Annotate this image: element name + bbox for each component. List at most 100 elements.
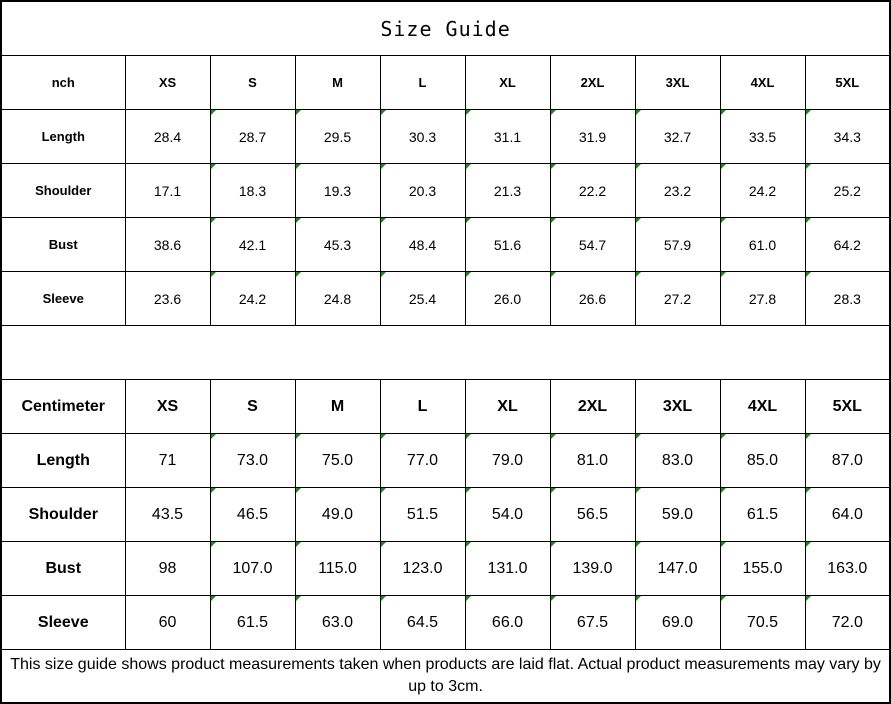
measurement-value: 61.5 bbox=[209, 595, 296, 650]
measurement-label: Sleeve bbox=[0, 271, 126, 326]
measurement-value: 18.3 bbox=[209, 163, 296, 218]
size-header: XS bbox=[124, 379, 211, 434]
measurement-value: 75.0 bbox=[294, 433, 381, 488]
table-row: Length 28.4 28.7 29.5 30.3 31.1 31.9 32.7 33.5 34… bbox=[0, 109, 891, 164]
measurement-value: 28.7 bbox=[209, 109, 296, 164]
size-header: XL bbox=[464, 379, 551, 434]
measurement-value: 54.0 bbox=[464, 487, 551, 542]
measurement-value: 51.5 bbox=[379, 487, 466, 542]
measurement-label: Bust bbox=[0, 217, 126, 272]
measurement-value: 83.0 bbox=[634, 433, 721, 488]
measurement-value: 63.0 bbox=[294, 595, 381, 650]
measurement-value: 48.4 bbox=[379, 217, 466, 272]
size-header: 5XL bbox=[804, 55, 891, 110]
size-header: 3XL bbox=[634, 379, 721, 434]
measurement-value: 107.0 bbox=[209, 541, 296, 596]
measurement-value: 31.9 bbox=[549, 109, 636, 164]
measurement-value: 61.5 bbox=[719, 487, 806, 542]
size-header: 5XL bbox=[804, 379, 891, 434]
unit-header: Centimeter bbox=[0, 379, 126, 434]
size-header: S bbox=[209, 379, 296, 434]
size-header: L bbox=[379, 379, 466, 434]
measurement-value: 29.5 bbox=[294, 109, 381, 164]
measurement-label: Length bbox=[0, 433, 126, 488]
size-header: 2XL bbox=[549, 379, 636, 434]
table-row: Sleeve 23.6 24.2 24.8 25.4 26.0 26.6 27.2 27.8 28… bbox=[0, 271, 891, 326]
size-header: M bbox=[294, 379, 381, 434]
measurement-value: 49.0 bbox=[294, 487, 381, 542]
table-row: Shoulder 17.1 18.3 19.3 20.3 21.3 22.2 23.2 24.2… bbox=[0, 163, 891, 218]
size-header: 3XL bbox=[634, 55, 721, 110]
measurement-value: 57.9 bbox=[634, 217, 721, 272]
measurement-value: 61.0 bbox=[719, 217, 806, 272]
footnote: This size guide shows product measuremen… bbox=[0, 649, 891, 704]
measurement-value: 163.0 bbox=[804, 541, 891, 596]
size-header: S bbox=[209, 55, 296, 110]
measurement-label: Shoulder bbox=[0, 163, 126, 218]
measurement-value: 34.3 bbox=[804, 109, 891, 164]
measurement-value: 30.3 bbox=[379, 109, 466, 164]
measurement-value: 27.2 bbox=[634, 271, 721, 326]
unit-header: nch bbox=[0, 55, 126, 110]
size-header: XS bbox=[124, 55, 211, 110]
measurement-value: 60 bbox=[124, 595, 211, 650]
measurement-value: 79.0 bbox=[464, 433, 551, 488]
measurement-value: 155.0 bbox=[719, 541, 806, 596]
measurement-value: 72.0 bbox=[804, 595, 891, 650]
measurement-value: 115.0 bbox=[294, 541, 381, 596]
measurement-value: 17.1 bbox=[124, 163, 211, 218]
size-header: XL bbox=[464, 55, 551, 110]
measurement-value: 64.5 bbox=[379, 595, 466, 650]
measurement-value: 59.0 bbox=[634, 487, 721, 542]
footnote-row: This size guide shows product measuremen… bbox=[0, 649, 891, 704]
measurement-value: 23.6 bbox=[124, 271, 211, 326]
size-header: 4XL bbox=[719, 55, 806, 110]
measurement-value: 131.0 bbox=[464, 541, 551, 596]
cm-header-row: Centimeter XS S M L XL 2XL 3XL 4XL 5XL bbox=[0, 379, 891, 434]
measurement-value: 123.0 bbox=[379, 541, 466, 596]
measurement-label: Sleeve bbox=[0, 595, 126, 650]
measurement-value: 24.2 bbox=[209, 271, 296, 326]
measurement-value: 46.5 bbox=[209, 487, 296, 542]
measurement-value: 69.0 bbox=[634, 595, 721, 650]
measurement-value: 32.7 bbox=[634, 109, 721, 164]
spacer-row bbox=[0, 325, 891, 380]
measurement-label: Length bbox=[0, 109, 126, 164]
measurement-value: 19.3 bbox=[294, 163, 381, 218]
size-header: 2XL bbox=[549, 55, 636, 110]
measurement-value: 147.0 bbox=[634, 541, 721, 596]
measurement-value: 28.3 bbox=[804, 271, 891, 326]
measurement-value: 98 bbox=[124, 541, 211, 596]
measurement-value: 85.0 bbox=[719, 433, 806, 488]
measurement-value: 56.5 bbox=[549, 487, 636, 542]
measurement-value: 20.3 bbox=[379, 163, 466, 218]
measurement-value: 24.2 bbox=[719, 163, 806, 218]
measurement-value: 28.4 bbox=[124, 109, 211, 164]
measurement-value: 24.8 bbox=[294, 271, 381, 326]
measurement-label: Bust bbox=[0, 541, 126, 596]
measurement-value: 25.4 bbox=[379, 271, 466, 326]
measurement-value: 26.6 bbox=[549, 271, 636, 326]
measurement-value: 70.5 bbox=[719, 595, 806, 650]
measurement-value: 42.1 bbox=[209, 217, 296, 272]
table-row: Bust 38.6 42.1 45.3 48.4 51.6 54.7 57.9 61.0 64.2 bbox=[0, 217, 891, 272]
measurement-value: 21.3 bbox=[464, 163, 551, 218]
measurement-value: 67.5 bbox=[549, 595, 636, 650]
measurement-value: 38.6 bbox=[124, 217, 211, 272]
measurement-value: 77.0 bbox=[379, 433, 466, 488]
measurement-value: 139.0 bbox=[549, 541, 636, 596]
measurement-value: 26.0 bbox=[464, 271, 551, 326]
measurement-value: 25.2 bbox=[804, 163, 891, 218]
size-header: L bbox=[379, 55, 466, 110]
measurement-value: 81.0 bbox=[549, 433, 636, 488]
measurement-value: 73.0 bbox=[209, 433, 296, 488]
measurement-value: 33.5 bbox=[719, 109, 806, 164]
table-row: Shoulder 43.5 46.5 49.0 51.5 54.0 56.5 59.0 61.5… bbox=[0, 487, 891, 542]
size-header: 4XL bbox=[719, 379, 806, 434]
measurement-value: 23.2 bbox=[634, 163, 721, 218]
measurement-value: 87.0 bbox=[804, 433, 891, 488]
measurement-value: 45.3 bbox=[294, 217, 381, 272]
measurement-value: 43.5 bbox=[124, 487, 211, 542]
measurement-value: 22.2 bbox=[549, 163, 636, 218]
